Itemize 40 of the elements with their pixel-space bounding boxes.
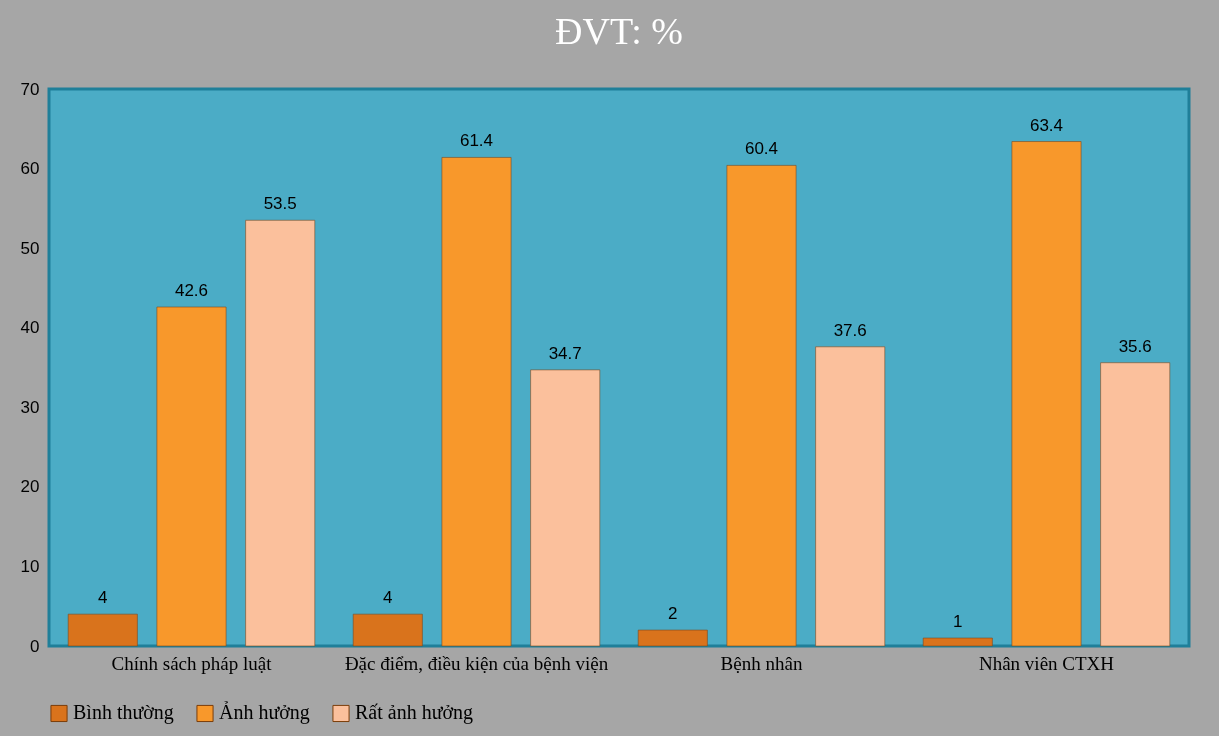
legend-label: Ảnh hưởng [219,701,310,725]
y-tick-label: 60 [20,159,40,179]
bar [245,219,316,647]
data-label: 42.6 [174,281,209,301]
y-tick-label: 0 [30,636,40,656]
data-label: 1 [953,612,963,632]
bar [530,369,601,647]
bar [441,157,512,647]
bar [815,346,886,647]
bar [352,613,423,647]
bar [922,637,993,647]
bar [67,613,138,647]
data-label: 34.7 [548,343,582,363]
data-label: 4 [98,588,108,608]
data-label: 37.6 [833,320,867,340]
data-label: 53.5 [263,194,297,214]
y-tick-label: 70 [20,79,40,99]
bar [637,629,708,647]
legend-label: Rất ảnh hưởng [355,701,474,725]
y-tick-label: 20 [20,477,40,497]
x-tick-label: Chính sách pháp luật [111,652,273,674]
bar [726,165,797,647]
data-label: 63.4 [1029,115,1064,135]
data-label: 61.4 [459,131,494,151]
data-label: 60.4 [744,139,779,159]
x-tick-label: Nhân viên CTXH [978,652,1115,674]
y-tick-label: 30 [20,397,40,417]
data-label: 35.6 [1118,336,1152,356]
legend-label: Bình thường [73,701,174,725]
bar [1100,362,1171,647]
x-tick-label: Đặc điểm, điều kiện của bệnh viện [344,652,609,674]
y-tick-label: 50 [20,238,40,258]
chart-title: ĐVT: % [555,10,683,52]
bar [156,306,227,647]
y-tick-label: 10 [20,556,40,576]
data-label: 4 [383,588,393,608]
x-tick-label: Bệnh nhân [720,652,803,674]
y-tick-label: 40 [20,318,40,338]
data-label: 2 [668,604,678,624]
bar [1011,141,1082,647]
